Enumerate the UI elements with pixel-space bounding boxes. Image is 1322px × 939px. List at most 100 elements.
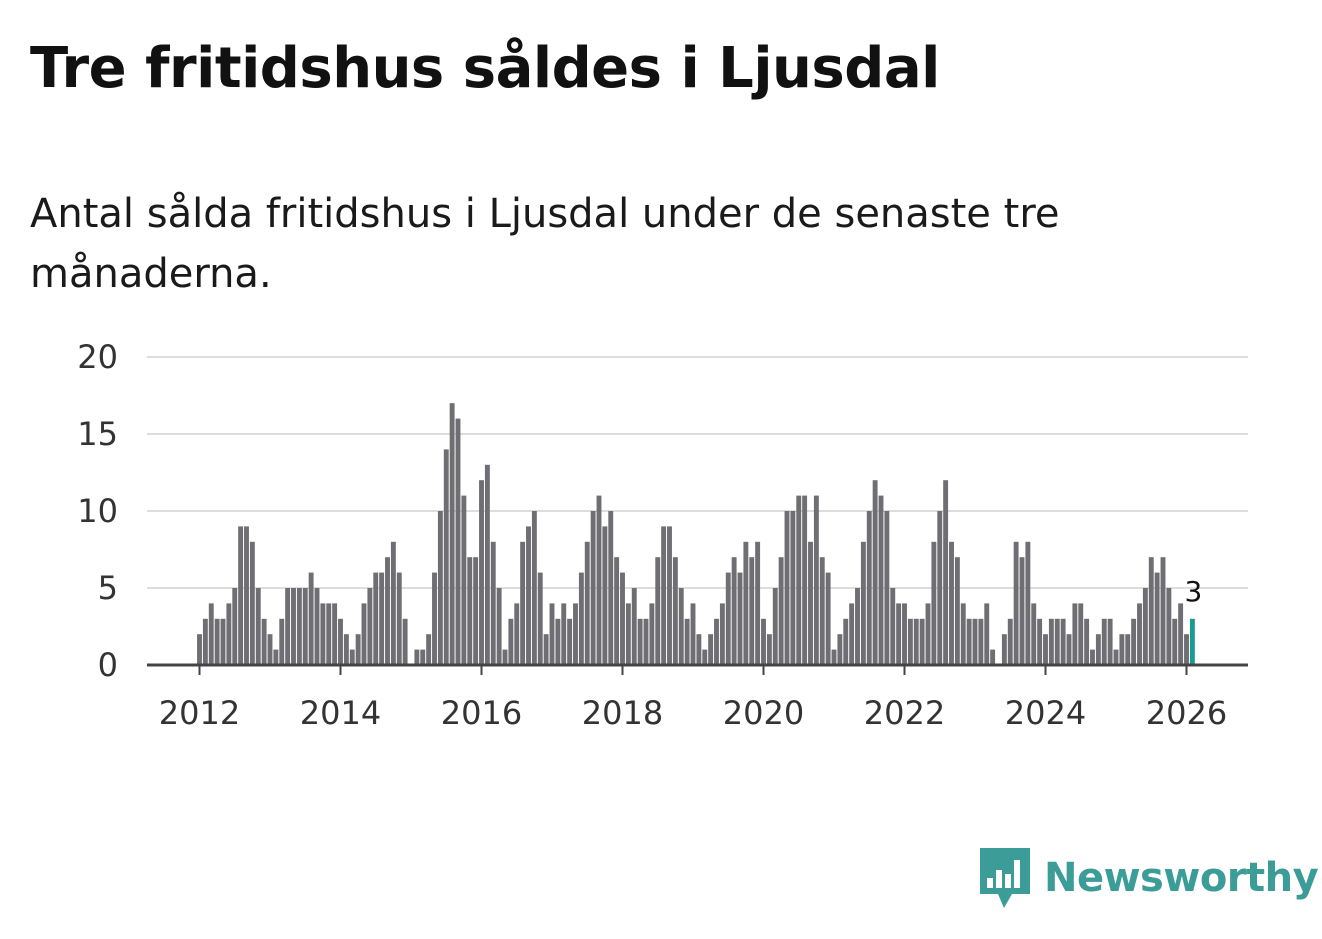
bar [385,557,390,665]
bar [761,618,766,665]
bar [578,572,584,665]
bar [208,603,214,665]
bar [455,418,461,665]
bar [943,480,949,665]
bar [919,618,925,665]
x-tick-label: 2024 [1005,694,1086,732]
bar [432,572,437,665]
bar [984,603,990,665]
bar [1013,541,1019,665]
bar [1142,588,1148,665]
bar [379,572,385,665]
bar [267,634,273,665]
bar [561,603,567,665]
bar [667,526,672,665]
bar [291,588,296,665]
bar [719,603,725,665]
bar [244,526,249,665]
brand-name: Newsworthy [1044,855,1319,901]
bar [790,511,796,665]
bars [197,403,1195,665]
bar [502,649,508,665]
bar [978,618,984,665]
bar [1037,618,1043,665]
bar [725,572,731,665]
bar [461,495,467,665]
bar [643,618,649,665]
bar [1119,634,1125,665]
bar [1095,634,1101,665]
bar [878,495,884,665]
bar [302,588,308,665]
gridlines [147,356,1248,589]
bar [960,603,966,665]
bar [1084,618,1090,665]
bar [367,588,373,665]
bar [1101,618,1107,665]
bar [661,526,667,665]
bar-chart-speech-bubble-icon [980,848,1030,908]
bar [420,649,426,665]
bar [520,541,526,665]
bar [232,588,238,665]
bar [872,480,878,665]
bar [772,588,778,665]
bar [402,618,408,665]
bar [1160,557,1166,665]
bar [690,603,696,665]
bar [396,572,402,665]
bar [326,603,332,665]
bar [843,618,849,665]
bar [937,511,943,665]
bar [1137,603,1142,665]
y-tick-label: 0 [98,646,118,684]
bar [1066,634,1072,665]
bar [596,495,602,665]
bar [443,449,449,665]
bar [414,649,420,665]
bar [1178,603,1184,665]
bar [902,603,907,665]
x-tick-label: 2016 [441,694,522,732]
bar [220,618,226,665]
bar [261,618,267,665]
data-labels: 3 [1184,575,1202,608]
bar [972,618,978,665]
bar [966,618,972,665]
bar [197,634,202,665]
bar [737,572,743,665]
bar [1043,634,1048,665]
bar [543,634,549,665]
bar [1001,634,1007,665]
x-tick-label: 2026 [1146,694,1227,732]
bar [1107,618,1113,665]
bar [285,588,291,665]
bar [549,603,555,665]
bar [1072,603,1078,665]
bar [390,541,396,665]
bar [467,557,473,665]
bar [531,511,537,665]
bar [238,526,244,665]
bar [1184,634,1189,665]
bar [332,603,338,665]
bar [490,541,496,665]
bar [672,557,678,665]
bar [343,634,349,665]
bar [684,618,690,665]
bar [567,618,573,665]
x-tick-label: 2012 [159,694,240,732]
bar [743,541,749,665]
bar [314,588,320,665]
bar [990,649,996,665]
bar [296,588,302,665]
x-tick-label: 2014 [300,694,381,732]
bar [784,511,790,665]
bar [555,618,561,665]
bar [766,634,772,665]
bar [866,511,872,665]
bar [602,526,608,665]
bar [813,495,819,665]
bar [255,588,261,665]
bar [449,403,455,665]
